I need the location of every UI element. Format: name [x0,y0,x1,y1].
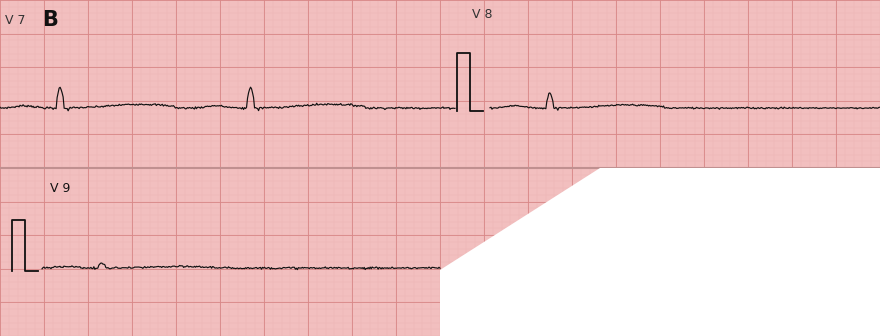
Text: V 8: V 8 [472,8,493,21]
Text: V 9: V 9 [50,182,70,195]
Text: B: B [42,10,58,30]
Polygon shape [440,168,880,336]
Text: V 7: V 7 [5,14,26,27]
